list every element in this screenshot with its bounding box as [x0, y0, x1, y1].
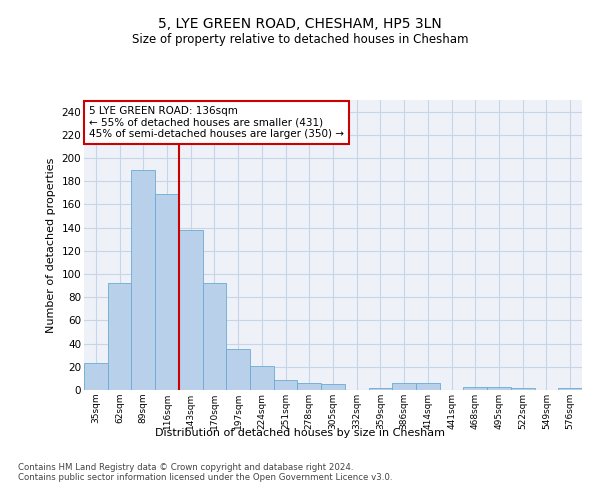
Text: 5, LYE GREEN ROAD, CHESHAM, HP5 3LN: 5, LYE GREEN ROAD, CHESHAM, HP5 3LN: [158, 18, 442, 32]
Text: Size of property relative to detached houses in Chesham: Size of property relative to detached ho…: [132, 32, 468, 46]
Text: Distribution of detached houses by size in Chesham: Distribution of detached houses by size …: [155, 428, 445, 438]
Text: Contains HM Land Registry data © Crown copyright and database right 2024.
Contai: Contains HM Land Registry data © Crown c…: [18, 463, 392, 482]
Bar: [179, 230, 203, 390]
Bar: [274, 380, 298, 390]
Bar: [321, 384, 345, 390]
Bar: [131, 170, 155, 390]
Y-axis label: Number of detached properties: Number of detached properties: [46, 158, 56, 332]
Text: 5 LYE GREEN ROAD: 136sqm
← 55% of detached houses are smaller (431)
45% of semi-: 5 LYE GREEN ROAD: 136sqm ← 55% of detach…: [89, 106, 344, 139]
Bar: [463, 386, 487, 390]
Bar: [250, 366, 274, 390]
Bar: [487, 386, 511, 390]
Bar: [226, 350, 250, 390]
Bar: [84, 364, 108, 390]
Bar: [511, 388, 535, 390]
Bar: [155, 194, 179, 390]
Bar: [203, 284, 226, 390]
Bar: [108, 284, 131, 390]
Bar: [558, 388, 582, 390]
Bar: [392, 383, 416, 390]
Bar: [368, 388, 392, 390]
Bar: [298, 383, 321, 390]
Bar: [416, 383, 440, 390]
